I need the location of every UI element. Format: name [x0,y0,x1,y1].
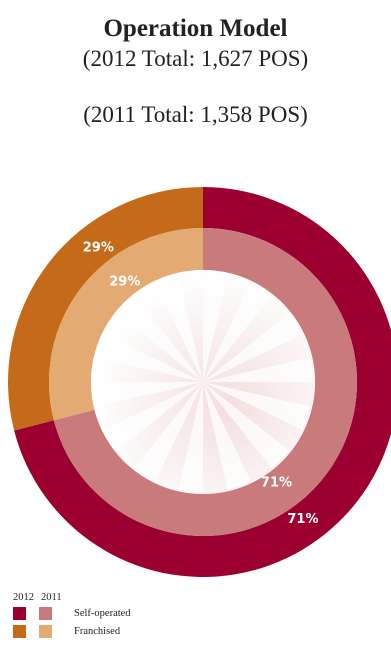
subtitle-2012: (2012 Total: 1,627 POS) [82,46,309,71]
center-ray [203,282,272,382]
center-ray [93,382,203,407]
data-label-2011-franchised: 29% [109,274,140,289]
center-ray [203,382,251,490]
center-ray [178,382,203,492]
center-ray [203,382,311,430]
legend-swatch-2011-self-operated [39,606,52,620]
legend-year-2012: 2012 [13,592,34,603]
center-ray [116,295,203,382]
legend-swatch-2012-franchised [13,624,26,638]
data-label-2012-self-operated: 71% [287,512,318,527]
center-ray [203,313,303,382]
center-ray [103,382,203,451]
legend-swatch-2012-self-operated [13,606,26,620]
slice-2012-franchised [7,187,204,431]
legend-label-self-operated: Self-operated [74,607,131,619]
subtitle-2011: (2011 Total: 1,358 POS) [83,102,308,127]
chart-title: Operation Model [103,15,288,42]
center-ray [134,382,203,482]
center-ray [155,274,203,382]
center-ray [203,382,290,469]
center-ray [203,272,228,382]
chart-title-block: Operation Model (2012 Total: 1,627 POS) … [0,14,391,130]
center-ray [95,334,203,382]
legend-swatch-2011-franchised [39,624,52,638]
legend-item-franchised: Franchised [13,623,131,639]
legend-year-2011: 2011 [41,592,62,603]
data-label-2011-self-operated: 71% [261,476,292,491]
legend-header: 2012 2011 [13,592,131,603]
legend-label-franchised: Franchised [74,625,121,637]
center-ray [203,357,313,382]
legend-item-self-operated: Self-operated [13,605,131,621]
slice-2011-franchised [48,228,203,421]
chart-legend: 2012 2011 Self-operated Franchised [13,592,131,639]
data-label-2012-franchised: 29% [83,241,114,256]
donut-chart: 71% 29% 71% 29% [7,187,391,577]
